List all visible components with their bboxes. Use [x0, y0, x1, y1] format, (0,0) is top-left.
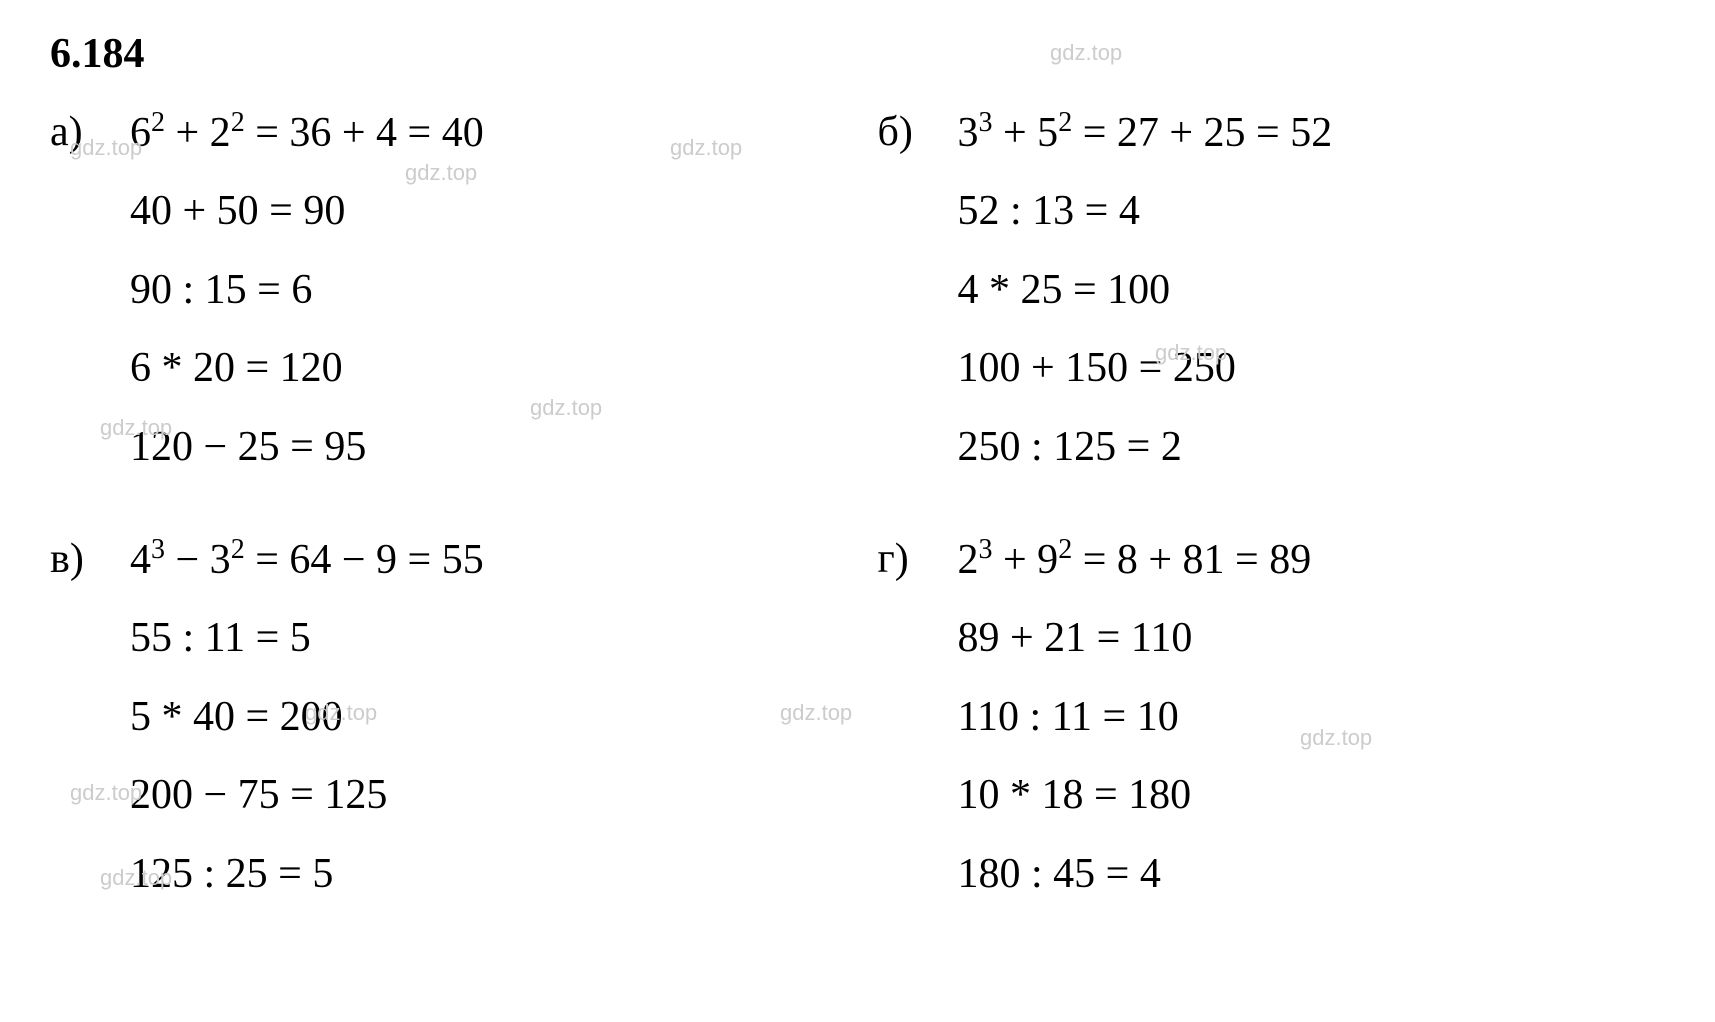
equation: 52 : 13 = 4: [958, 186, 1666, 236]
right-column: б) 33 + 52 = 27 + 25 = 52 52 : 13 = 4 4 …: [878, 108, 1666, 962]
equation: 120 − 25 = 95: [130, 422, 838, 472]
part-a-label: а): [50, 108, 130, 156]
equation: 110 : 11 = 10: [958, 692, 1666, 742]
equation: 62 + 22 = 36 + 4 = 40: [130, 108, 838, 158]
problem-number: 6.184: [50, 30, 1665, 78]
equation: 180 : 45 = 4: [958, 849, 1666, 899]
equation: 40 + 50 = 90: [130, 186, 838, 236]
equation: 33 + 52 = 27 + 25 = 52: [958, 108, 1666, 158]
equation: 89 + 21 = 110: [958, 613, 1666, 663]
part-v-label: в): [50, 535, 130, 583]
equation: 200 − 75 = 125: [130, 770, 838, 820]
equation: 10 * 18 = 180: [958, 770, 1666, 820]
part-a: а) 62 + 22 = 36 + 4 = 40 40 + 50 = 90 90…: [50, 108, 838, 500]
part-g-label: г): [878, 535, 958, 583]
part-b-label: б): [878, 108, 958, 156]
equation: 4 * 25 = 100: [958, 265, 1666, 315]
part-g: г) 23 + 92 = 8 + 81 = 89 89 + 21 = 110 1…: [878, 535, 1666, 927]
equation: 5 * 40 = 200: [130, 692, 838, 742]
left-column: а) 62 + 22 = 36 + 4 = 40 40 + 50 = 90 90…: [50, 108, 838, 962]
content-columns: а) 62 + 22 = 36 + 4 = 40 40 + 50 = 90 90…: [50, 108, 1665, 962]
equation: 43 − 32 = 64 − 9 = 55: [130, 535, 838, 585]
equation: 23 + 92 = 8 + 81 = 89: [958, 535, 1666, 585]
equation: 6 * 20 = 120: [130, 343, 838, 393]
equation: 250 : 125 = 2: [958, 422, 1666, 472]
equation: 125 : 25 = 5: [130, 849, 838, 899]
equation: 100 + 150 = 250: [958, 343, 1666, 393]
part-b: б) 33 + 52 = 27 + 25 = 52 52 : 13 = 4 4 …: [878, 108, 1666, 500]
equation: 55 : 11 = 5: [130, 613, 838, 663]
equation: 90 : 15 = 6: [130, 265, 838, 315]
part-v: в) 43 − 32 = 64 − 9 = 55 55 : 11 = 5 5 *…: [50, 535, 838, 927]
